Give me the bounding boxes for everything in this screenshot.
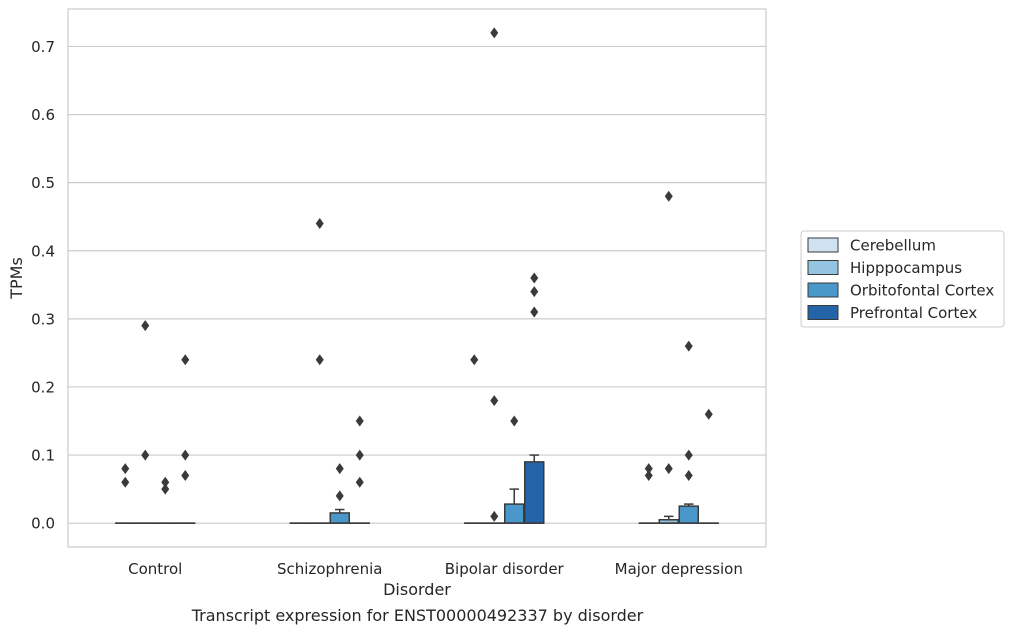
- legend-label: Prefrontal Cortex: [850, 304, 977, 322]
- outlier-point: [161, 476, 170, 488]
- outlier-point: [490, 510, 499, 522]
- outlier-point: [141, 320, 150, 332]
- y-axis-label: TPMs: [7, 257, 26, 300]
- y-tick-label: 0.6: [31, 106, 55, 124]
- outlier-point: [684, 469, 693, 481]
- outlier-point: [470, 354, 479, 366]
- outlier-point: [490, 395, 499, 407]
- outlier-point: [181, 469, 190, 481]
- outlier-point: [315, 354, 324, 366]
- outlier-point: [490, 27, 499, 39]
- y-tick-label: 0.3: [31, 310, 55, 328]
- outlier-point: [664, 463, 673, 475]
- x-axis-label: Disorder: [383, 580, 451, 599]
- y-tick-label: 0.7: [31, 38, 55, 56]
- box: [329, 512, 350, 524]
- y-tick-label: 0.0: [31, 515, 55, 533]
- outlier-point: [355, 476, 364, 488]
- legend: Cerebellum Hipppocampus Orbitofontal Corte…: [800, 230, 1005, 328]
- plot-frame: [67, 8, 767, 548]
- outlier-point: [644, 469, 653, 481]
- outlier-point: [355, 449, 364, 461]
- legend-swatch: [807, 305, 839, 320]
- y-tick-label: 0.4: [31, 242, 55, 260]
- outlier-point: [181, 354, 190, 366]
- outlier-point: [355, 415, 364, 427]
- series-prefrontal-cortex: [175, 272, 719, 524]
- outlier-point: [530, 286, 539, 298]
- outlier-point: [335, 490, 344, 502]
- outlier-point: [141, 449, 150, 461]
- outlier-point: [335, 463, 344, 475]
- y-tick-label: 0.5: [31, 174, 55, 192]
- outlier-point: [644, 463, 653, 475]
- outlier-point: [181, 449, 190, 461]
- outlier-point: [510, 415, 519, 427]
- series-orbitofontal-cortex: [155, 340, 699, 524]
- box-plot-series: [115, 27, 719, 524]
- box: [678, 505, 699, 524]
- outlier-point: [121, 476, 130, 488]
- outlier-point: [664, 190, 673, 202]
- x-axis-ticks: Control Schizophrenia Bipolar disorder Majo…: [128, 560, 743, 578]
- outlier-point: [315, 218, 324, 230]
- outlier-point: [530, 272, 539, 284]
- outlier-point: [161, 483, 170, 495]
- outlier-point: [530, 306, 539, 318]
- x-tick-label: Bipolar disorder: [445, 560, 565, 578]
- y-tick-label: 0.1: [31, 447, 55, 465]
- y-tick-label: 0.2: [31, 378, 55, 396]
- legend-swatch: [807, 237, 839, 253]
- outlier-point: [684, 449, 693, 461]
- grid-lines: [68, 45, 766, 524]
- x-tick-label: Schizophrenia: [277, 560, 382, 578]
- box: [504, 503, 525, 524]
- x-tick-label: Control: [128, 560, 182, 578]
- series-hipppocampus: [135, 27, 679, 524]
- legend-label: Hipppocampus: [850, 259, 962, 277]
- legend-swatch: [807, 282, 839, 298]
- figure-caption: Transcript expression for ENST0000049233…: [191, 606, 644, 625]
- series-cerebellum: [115, 354, 659, 524]
- legend-label: Orbitofontal Cortex: [850, 282, 994, 300]
- box: [524, 461, 545, 524]
- outlier-point: [121, 463, 130, 475]
- y-axis-ticks: 0.0 0.1 0.2 0.3 0.4 0.5 0.6 0.7: [31, 38, 55, 533]
- legend-swatch: [807, 260, 839, 275]
- outlier-point: [684, 340, 693, 352]
- outlier-point: [704, 408, 713, 420]
- legend-frame: [800, 230, 1005, 328]
- x-tick-label: Major depression: [615, 560, 743, 578]
- legend-label: Cerebellum: [850, 237, 936, 255]
